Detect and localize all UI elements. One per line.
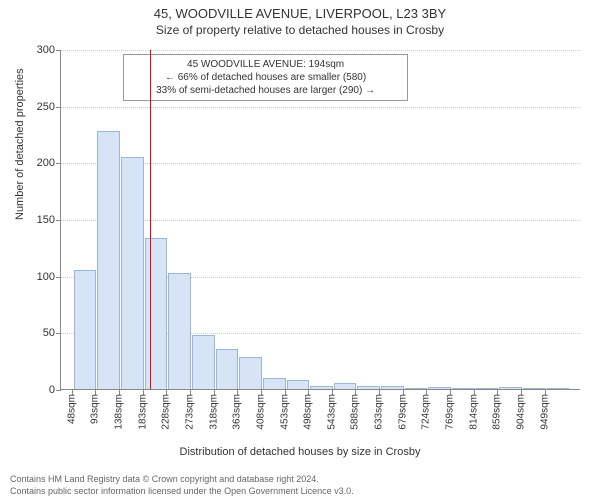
xtick-label: 769sqm (445, 394, 456, 430)
xtick-label: 724sqm (421, 394, 432, 430)
histogram-bar (145, 238, 168, 389)
ytick-mark (56, 390, 61, 391)
xtick-label: 453sqm (279, 394, 290, 430)
histogram-bar (452, 388, 475, 389)
legend-box: 45 WOODVILLE AVENUE: 194sqm ← 66% of det… (123, 54, 407, 101)
legend-line-3: 33% of semi-detached houses are larger (… (130, 84, 400, 97)
histogram-bar (121, 157, 144, 389)
xtick-label: 93sqm (90, 394, 101, 424)
ytick-label: 100 (37, 271, 55, 283)
xtick-label: 273sqm (185, 394, 196, 430)
histogram-bar (334, 383, 357, 389)
gridline (61, 107, 580, 108)
histogram-bar (428, 387, 451, 389)
xtick-label: 904sqm (515, 394, 526, 430)
xtick-label: 363sqm (232, 394, 243, 430)
legend-line-2: ← 66% of detached houses are smaller (58… (130, 71, 400, 84)
histogram-bar (405, 388, 428, 389)
ytick-label: 200 (37, 157, 55, 169)
chart-title: 45, WOODVILLE AVENUE, LIVERPOOL, L23 3BY (0, 0, 600, 21)
chart-subtitle: Size of property relative to detached ho… (0, 21, 600, 37)
ytick-mark (56, 277, 61, 278)
ytick-mark (56, 220, 61, 221)
ytick-label: 0 (49, 384, 55, 396)
histogram-bar (74, 270, 97, 389)
ytick-mark (56, 333, 61, 334)
xtick-label: 183sqm (137, 394, 148, 430)
plot-area-wrap: 45 WOODVILLE AVENUE: 194sqm ← 66% of det… (60, 50, 580, 420)
plot-area: 45 WOODVILLE AVENUE: 194sqm ← 66% of det… (60, 50, 580, 390)
histogram-bar (523, 388, 546, 389)
histogram-bar (239, 357, 262, 389)
y-axis-label: Number of detached properties (14, 68, 26, 220)
legend-line-1: 45 WOODVILLE AVENUE: 194sqm (130, 58, 400, 71)
histogram-bar (476, 388, 499, 389)
xtick-label: 498sqm (303, 394, 314, 430)
histogram-bar (168, 273, 191, 389)
histogram-bar (97, 131, 120, 389)
ytick-label: 50 (43, 327, 55, 339)
histogram-bar (499, 387, 522, 389)
xtick-label: 543sqm (326, 394, 337, 430)
gridline (61, 50, 580, 51)
ytick-mark (56, 107, 61, 108)
xtick-label: 679sqm (397, 394, 408, 430)
ytick-mark (56, 50, 61, 51)
histogram-bar (547, 388, 570, 389)
histogram-bar (310, 386, 333, 389)
xtick-label: 138sqm (114, 394, 125, 430)
xtick-label: 228sqm (161, 394, 172, 430)
xtick-label: 408sqm (255, 394, 266, 430)
xtick-label: 633sqm (374, 394, 385, 430)
histogram-bar (381, 386, 404, 389)
histogram-bar (287, 380, 310, 389)
footer-line-2: Contains public sector information licen… (10, 486, 354, 496)
xtick-label: 48sqm (66, 394, 77, 424)
xtick-label: 949sqm (539, 394, 550, 430)
histogram-bar (357, 386, 380, 389)
xtick-label: 859sqm (492, 394, 503, 430)
ytick-label: 150 (37, 214, 55, 226)
histogram-bar (263, 378, 286, 389)
ytick-mark (56, 163, 61, 164)
histogram-bar (216, 349, 239, 389)
ytick-label: 300 (37, 44, 55, 56)
xtick-label: 814sqm (468, 394, 479, 430)
x-axis-label: Distribution of detached houses by size … (0, 446, 600, 458)
ytick-label: 250 (37, 101, 55, 113)
xtick-label: 318sqm (208, 394, 219, 430)
reference-line (150, 50, 151, 389)
histogram-bar (192, 335, 215, 389)
chart-container: 45, WOODVILLE AVENUE, LIVERPOOL, L23 3BY… (0, 0, 600, 500)
xtick-label: 588sqm (350, 394, 361, 430)
footer-line-1: Contains HM Land Registry data © Crown c… (10, 474, 319, 484)
